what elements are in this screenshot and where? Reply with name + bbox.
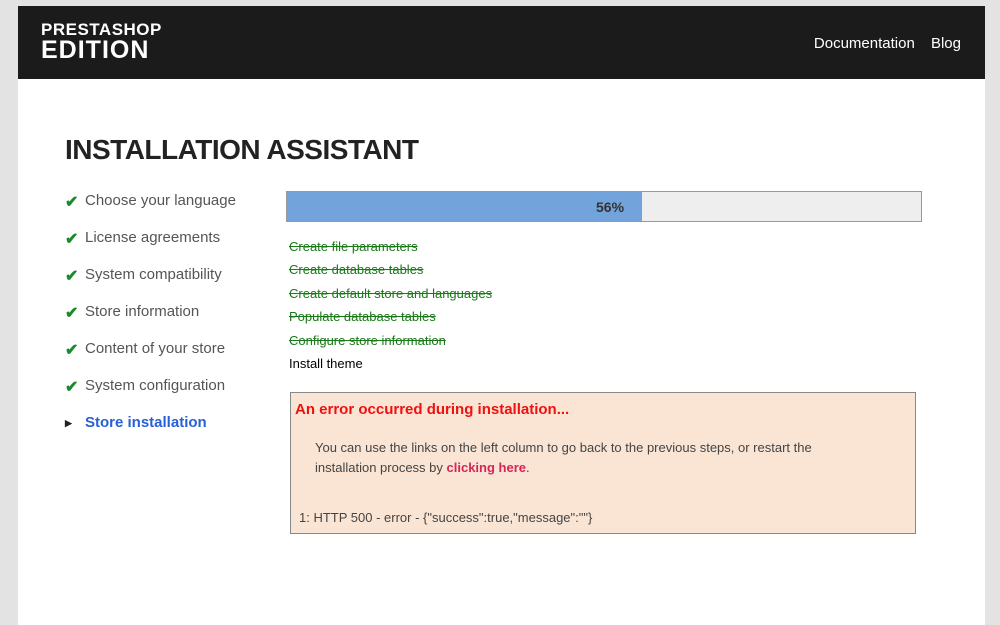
task-item: Install theme: [289, 356, 363, 372]
step-label: Choose your language: [85, 192, 236, 209]
logo-line2: EDITION: [41, 36, 150, 64]
task-item: Create default store and languages: [289, 285, 493, 301]
step-item[interactable]: ▶ Store installation: [65, 414, 236, 451]
step-item[interactable]: ✔ Content of your store: [65, 340, 236, 377]
step-item[interactable]: ✔ License agreements: [65, 229, 236, 266]
step-label: Store installation: [85, 414, 207, 431]
step-label: Store information: [85, 303, 200, 320]
checkmark-icon: ✔: [65, 305, 79, 322]
step-label: System configuration: [85, 377, 226, 394]
checkmark-icon: ✔: [65, 194, 79, 211]
task-item: Create database tables: [289, 262, 424, 278]
top-nav: Documentation Blog: [802, 35, 961, 52]
step-item[interactable]: ✔ System compatibility: [65, 266, 236, 303]
page: PRESTASHOP EDITION Documentation Blog IN…: [18, 6, 985, 625]
prestashop-logo[interactable]: PRESTASHOP EDITION: [41, 20, 162, 64]
task-item: Create file parameters: [289, 239, 418, 254]
nav-blog[interactable]: Blog: [930, 35, 961, 52]
nav-documentation[interactable]: Documentation: [813, 35, 915, 52]
restart-link[interactable]: clicking here: [446, 460, 526, 475]
triangle-right-icon: ▶: [65, 418, 72, 428]
step-label: License agreements: [85, 229, 221, 246]
task-list: Create file parameters Create database ta…: [289, 235, 492, 375]
step-item[interactable]: ✔ System configuration: [65, 377, 236, 414]
step-label: Content of your store: [85, 340, 226, 357]
steps-list: ✔ Choose your language ✔ License agreements…: [65, 192, 236, 451]
logo-line1: PRESTASHOP: [41, 20, 162, 39]
checkmark-icon: ✔: [65, 231, 79, 248]
error-detail: 1: HTTP 500 - error - {"success":true,"m…: [299, 510, 593, 525]
step-item[interactable]: ✔ Choose your language: [65, 192, 236, 229]
error-title: An error occurred during installation...: [295, 401, 570, 418]
task-item: Configure store information: [289, 332, 446, 348]
progress-label: 56%: [596, 199, 625, 215]
progress-bar: 56%: [286, 191, 922, 222]
header: PRESTASHOP EDITION Documentation Blog: [18, 6, 985, 79]
checkmark-icon: ✔: [65, 268, 79, 285]
error-message-text: You can use the links on the left column…: [315, 440, 812, 475]
step-item[interactable]: ✔ Store information: [65, 303, 236, 340]
error-message: You can use the links on the left column…: [315, 438, 875, 478]
task-item: Populate database tables: [289, 309, 436, 325]
page-title: INSTALLATION ASSISTANT: [65, 134, 419, 165]
error-box: An error occurred during installation...…: [290, 392, 916, 534]
progress-fill: 56%: [287, 192, 643, 221]
checkmark-icon: ✔: [65, 342, 79, 359]
checkmark-icon: ✔: [65, 379, 79, 396]
error-message-end: .: [526, 460, 530, 475]
step-label: System compatibility: [85, 266, 222, 283]
